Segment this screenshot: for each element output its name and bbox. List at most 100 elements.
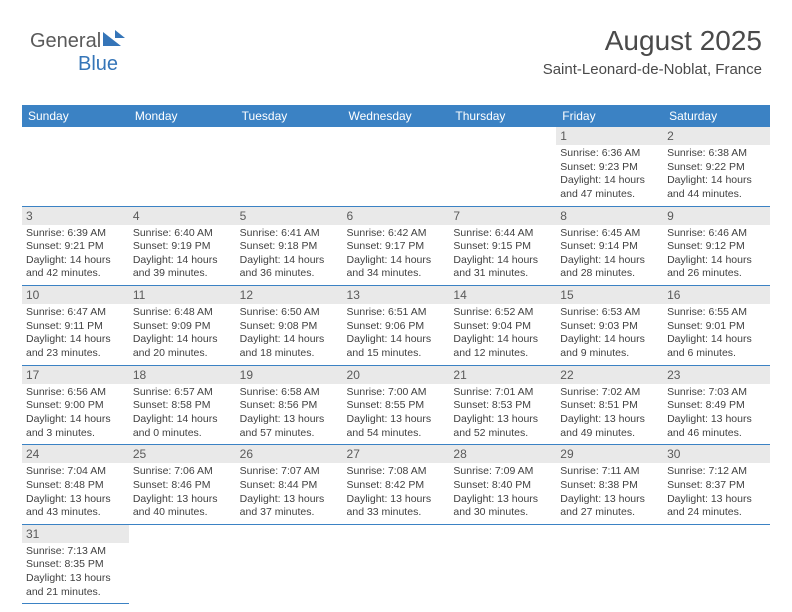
day-number: 4 — [129, 207, 236, 225]
day-number: 2 — [663, 127, 770, 145]
sunrise-text: Sunrise: 6:52 AM — [453, 306, 552, 320]
sunrise-text: Sunrise: 7:12 AM — [667, 465, 766, 479]
day-number — [129, 127, 236, 145]
day-body: Sunrise: 6:55 AMSunset: 9:01 PMDaylight:… — [663, 304, 770, 365]
day-cell: 11Sunrise: 6:48 AMSunset: 9:09 PMDayligh… — [129, 286, 236, 366]
sunrise-text: Sunrise: 6:57 AM — [133, 386, 232, 400]
sunset-text: Sunset: 9:03 PM — [560, 320, 659, 334]
sunrise-text: Sunrise: 7:11 AM — [560, 465, 659, 479]
daylight-text: Daylight: 14 hours and 36 minutes. — [240, 254, 339, 281]
day-cell: 20Sunrise: 7:00 AMSunset: 8:55 PMDayligh… — [343, 365, 450, 445]
sunset-text: Sunset: 9:09 PM — [133, 320, 232, 334]
day-body: Sunrise: 6:46 AMSunset: 9:12 PMDaylight:… — [663, 225, 770, 286]
day-body: Sunrise: 7:06 AMSunset: 8:46 PMDaylight:… — [129, 463, 236, 524]
day-number: 23 — [663, 366, 770, 384]
sunset-text: Sunset: 8:53 PM — [453, 399, 552, 413]
sunset-text: Sunset: 9:11 PM — [26, 320, 125, 334]
daylight-text: Daylight: 14 hours and 3 minutes. — [26, 413, 125, 440]
logo: General Blue — [30, 30, 125, 76]
day-cell — [343, 524, 450, 604]
day-cell: 14Sunrise: 6:52 AMSunset: 9:04 PMDayligh… — [449, 286, 556, 366]
sunset-text: Sunset: 8:44 PM — [240, 479, 339, 493]
sunset-text: Sunset: 8:46 PM — [133, 479, 232, 493]
day-body: Sunrise: 6:50 AMSunset: 9:08 PMDaylight:… — [236, 304, 343, 365]
dow-mon: Monday — [129, 105, 236, 127]
header: August 2025 Saint-Leonard-de-Noblat, Fra… — [543, 25, 762, 78]
day-cell: 22Sunrise: 7:02 AMSunset: 8:51 PMDayligh… — [556, 365, 663, 445]
daylight-text: Daylight: 14 hours and 15 minutes. — [347, 333, 446, 360]
day-cell: 28Sunrise: 7:09 AMSunset: 8:40 PMDayligh… — [449, 445, 556, 525]
dow-thu: Thursday — [449, 105, 556, 127]
day-cell — [663, 524, 770, 604]
day-body: Sunrise: 6:52 AMSunset: 9:04 PMDaylight:… — [449, 304, 556, 365]
daylight-text: Daylight: 14 hours and 42 minutes. — [26, 254, 125, 281]
week-row: 24Sunrise: 7:04 AMSunset: 8:48 PMDayligh… — [22, 445, 770, 525]
day-cell: 23Sunrise: 7:03 AMSunset: 8:49 PMDayligh… — [663, 365, 770, 445]
day-cell: 3Sunrise: 6:39 AMSunset: 9:21 PMDaylight… — [22, 206, 129, 286]
sunset-text: Sunset: 8:56 PM — [240, 399, 339, 413]
day-number: 5 — [236, 207, 343, 225]
sunset-text: Sunset: 8:58 PM — [133, 399, 232, 413]
day-body: Sunrise: 6:56 AMSunset: 9:00 PMDaylight:… — [22, 384, 129, 445]
sunrise-text: Sunrise: 7:08 AM — [347, 465, 446, 479]
day-number: 14 — [449, 286, 556, 304]
day-body: Sunrise: 6:45 AMSunset: 9:14 PMDaylight:… — [556, 225, 663, 286]
sunrise-text: Sunrise: 7:04 AM — [26, 465, 125, 479]
sunset-text: Sunset: 8:55 PM — [347, 399, 446, 413]
week-row: 31Sunrise: 7:13 AMSunset: 8:35 PMDayligh… — [22, 524, 770, 604]
daylight-text: Daylight: 14 hours and 28 minutes. — [560, 254, 659, 281]
daylight-text: Daylight: 14 hours and 0 minutes. — [133, 413, 232, 440]
day-body: Sunrise: 6:51 AMSunset: 9:06 PMDaylight:… — [343, 304, 450, 365]
day-body: Sunrise: 6:47 AMSunset: 9:11 PMDaylight:… — [22, 304, 129, 365]
day-number: 25 — [129, 445, 236, 463]
day-body: Sunrise: 6:40 AMSunset: 9:19 PMDaylight:… — [129, 225, 236, 286]
day-number: 19 — [236, 366, 343, 384]
day-cell: 21Sunrise: 7:01 AMSunset: 8:53 PMDayligh… — [449, 365, 556, 445]
day-number: 9 — [663, 207, 770, 225]
sunset-text: Sunset: 9:23 PM — [560, 161, 659, 175]
day-cell — [129, 524, 236, 604]
sunrise-text: Sunrise: 6:40 AM — [133, 227, 232, 241]
day-cell: 16Sunrise: 6:55 AMSunset: 9:01 PMDayligh… — [663, 286, 770, 366]
daylight-text: Daylight: 14 hours and 31 minutes. — [453, 254, 552, 281]
day-body: Sunrise: 6:39 AMSunset: 9:21 PMDaylight:… — [22, 225, 129, 286]
day-body: Sunrise: 6:42 AMSunset: 9:17 PMDaylight:… — [343, 225, 450, 286]
day-cell — [22, 127, 129, 206]
dow-fri: Friday — [556, 105, 663, 127]
day-body: Sunrise: 6:38 AMSunset: 9:22 PMDaylight:… — [663, 145, 770, 206]
sunset-text: Sunset: 9:18 PM — [240, 240, 339, 254]
sunset-text: Sunset: 8:49 PM — [667, 399, 766, 413]
sunset-text: Sunset: 9:04 PM — [453, 320, 552, 334]
day-body: Sunrise: 6:53 AMSunset: 9:03 PMDaylight:… — [556, 304, 663, 365]
day-body — [663, 543, 770, 598]
daylight-text: Daylight: 13 hours and 33 minutes. — [347, 493, 446, 520]
day-number: 24 — [22, 445, 129, 463]
day-cell: 17Sunrise: 6:56 AMSunset: 9:00 PMDayligh… — [22, 365, 129, 445]
sunrise-text: Sunrise: 6:50 AM — [240, 306, 339, 320]
daylight-text: Daylight: 13 hours and 52 minutes. — [453, 413, 552, 440]
day-number: 10 — [22, 286, 129, 304]
day-cell: 5Sunrise: 6:41 AMSunset: 9:18 PMDaylight… — [236, 206, 343, 286]
daylight-text: Daylight: 13 hours and 49 minutes. — [560, 413, 659, 440]
day-number: 11 — [129, 286, 236, 304]
day-number: 21 — [449, 366, 556, 384]
sunset-text: Sunset: 8:35 PM — [26, 558, 125, 572]
day-body — [22, 145, 129, 200]
sunrise-text: Sunrise: 6:55 AM — [667, 306, 766, 320]
sunrise-text: Sunrise: 6:36 AM — [560, 147, 659, 161]
day-number: 28 — [449, 445, 556, 463]
day-cell — [449, 524, 556, 604]
day-body — [129, 145, 236, 200]
sunrise-text: Sunrise: 6:48 AM — [133, 306, 232, 320]
day-number: 12 — [236, 286, 343, 304]
daylight-text: Daylight: 14 hours and 26 minutes. — [667, 254, 766, 281]
day-cell: 31Sunrise: 7:13 AMSunset: 8:35 PMDayligh… — [22, 524, 129, 604]
day-number: 30 — [663, 445, 770, 463]
sunrise-text: Sunrise: 6:38 AM — [667, 147, 766, 161]
sunrise-text: Sunrise: 7:02 AM — [560, 386, 659, 400]
daylight-text: Daylight: 14 hours and 23 minutes. — [26, 333, 125, 360]
sunset-text: Sunset: 9:14 PM — [560, 240, 659, 254]
day-cell: 18Sunrise: 6:57 AMSunset: 8:58 PMDayligh… — [129, 365, 236, 445]
month-title: August 2025 — [543, 25, 762, 57]
day-number: 29 — [556, 445, 663, 463]
